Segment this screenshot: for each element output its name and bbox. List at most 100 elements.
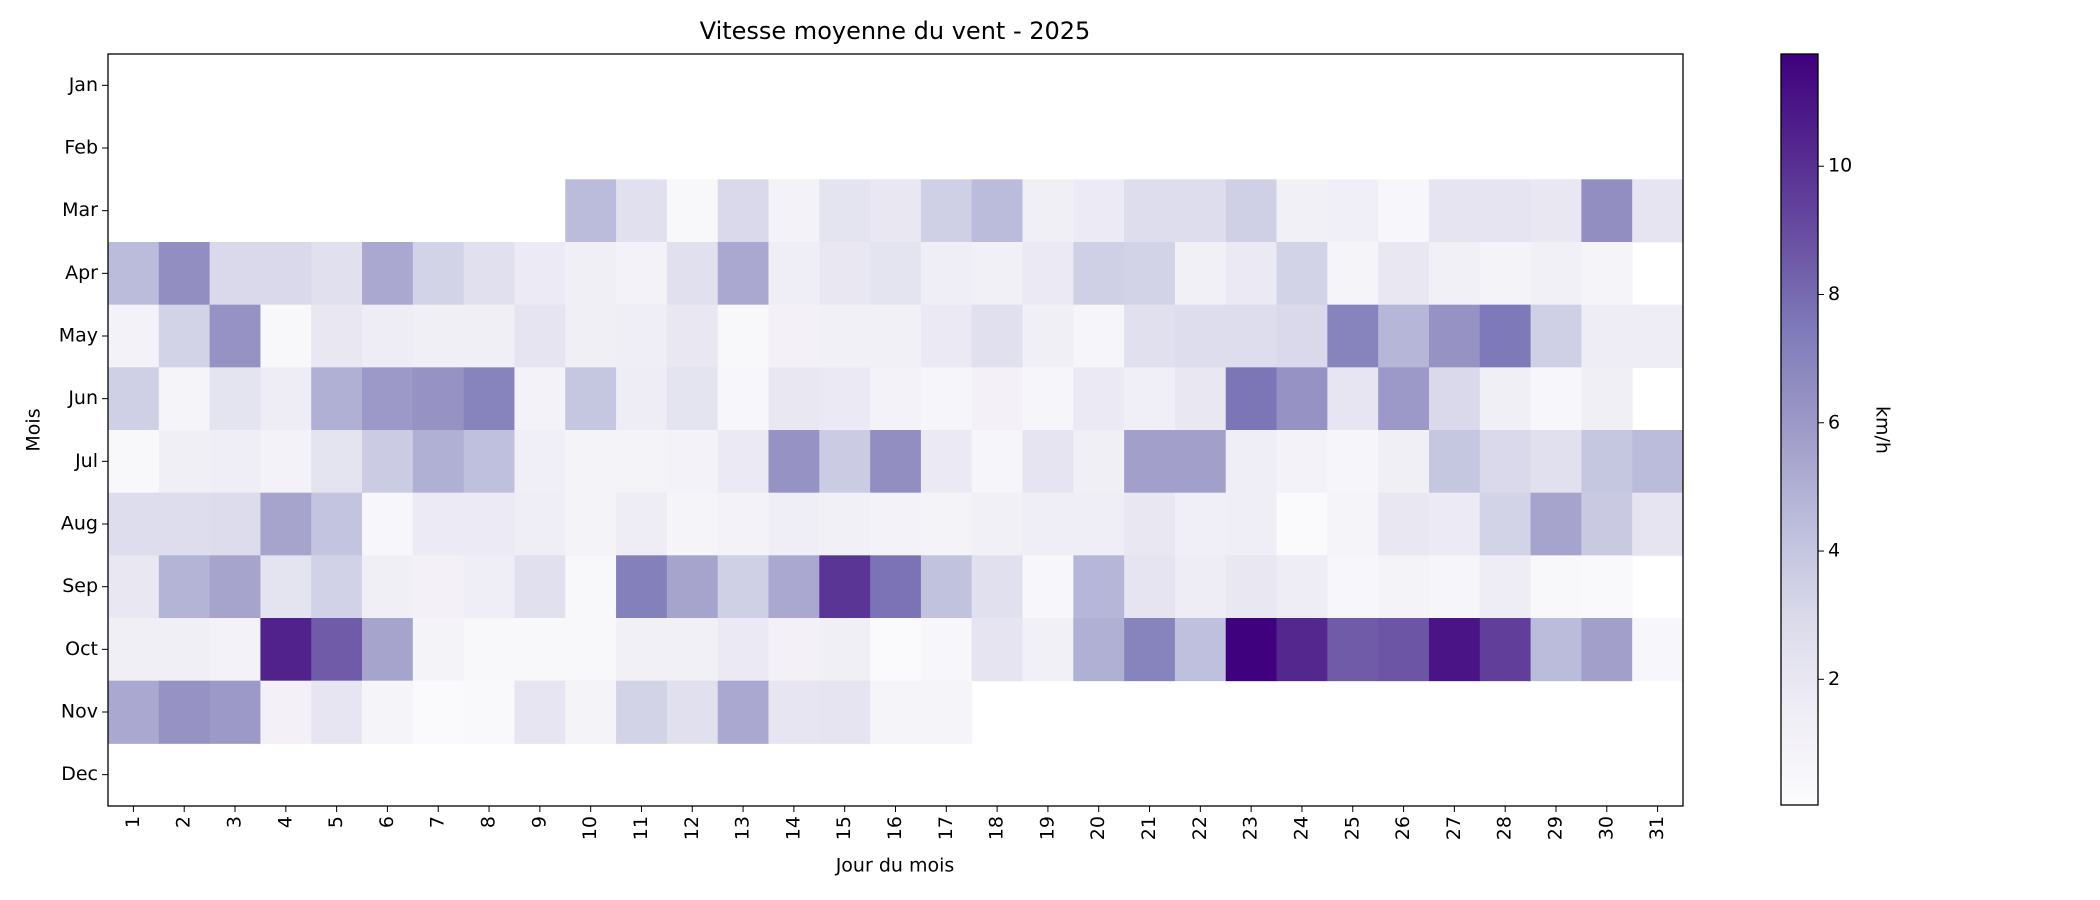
heatmap-cell — [260, 555, 312, 619]
heatmap-cell — [717, 242, 769, 306]
heatmap-cell — [108, 242, 160, 306]
y-tick-label: Oct — [65, 638, 98, 660]
heatmap-cell — [1073, 555, 1125, 619]
heatmap-cell — [1022, 430, 1074, 494]
heatmap-cell — [463, 680, 515, 744]
heatmap-cell — [1378, 304, 1430, 368]
heatmap-cell — [1581, 555, 1633, 619]
heatmap-cell — [1276, 179, 1328, 243]
heatmap-cell — [260, 304, 312, 368]
heatmap-cell — [870, 242, 922, 306]
x-tick-label: 3 — [224, 816, 246, 828]
heatmap-cell — [920, 680, 973, 744]
heatmap-cell — [1530, 555, 1582, 619]
heatmap-cell — [971, 304, 1024, 368]
heatmap-cell — [1581, 430, 1633, 494]
heatmap-cell — [565, 680, 617, 744]
heatmap-cell — [666, 618, 719, 682]
heatmap-cell — [870, 179, 922, 243]
heatmap-cell — [209, 492, 261, 556]
heatmap-cell — [158, 430, 211, 494]
heatmap-cell — [1530, 367, 1582, 431]
heatmap-cell — [412, 242, 465, 306]
heatmap-cell — [1327, 618, 1379, 682]
heatmap-cell — [870, 618, 922, 682]
heatmap-cell — [1378, 618, 1430, 682]
heatmap-cell — [1378, 555, 1430, 619]
heatmap-cell — [209, 618, 261, 682]
heatmap-cell — [1276, 430, 1328, 494]
heatmap-cell — [1225, 242, 1278, 306]
heatmap-cell — [616, 492, 668, 556]
heatmap-cell — [819, 618, 871, 682]
heatmap-cell — [260, 367, 312, 431]
heatmap-cell — [920, 430, 973, 494]
heatmap-cell — [362, 242, 414, 306]
x-tick-label: 20 — [1087, 816, 1109, 840]
heatmap-cell — [1581, 492, 1633, 556]
heatmap-cell — [1124, 179, 1176, 243]
x-tick-label: 1 — [122, 816, 144, 828]
x-tick-label: 6 — [376, 816, 398, 828]
heatmap-cell — [1225, 179, 1278, 243]
y-tick-label: Mar — [62, 199, 98, 221]
heatmap-cell — [971, 179, 1024, 243]
heatmap-cell — [1479, 304, 1532, 368]
heatmap-cell — [768, 555, 820, 619]
heatmap-cell — [1174, 618, 1227, 682]
heatmap-cell — [1428, 367, 1481, 431]
heatmap-cell — [514, 304, 566, 368]
heatmap-cell — [108, 555, 160, 619]
heatmap-cell — [158, 242, 211, 306]
x-tick-label: 7 — [427, 816, 449, 828]
heatmap-cell — [362, 492, 414, 556]
heatmap-cell — [1124, 242, 1176, 306]
heatmap-cell — [1530, 618, 1582, 682]
x-tick-label: 29 — [1544, 816, 1566, 840]
heatmap-cell — [768, 680, 820, 744]
heatmap-cell — [1174, 367, 1227, 431]
heatmap-cell — [1378, 430, 1430, 494]
heatmap-cell — [1225, 618, 1278, 682]
heatmap-cell — [1124, 555, 1176, 619]
heatmap-cell — [412, 367, 465, 431]
heatmap-cell — [1174, 430, 1227, 494]
heatmap-cell — [1378, 179, 1430, 243]
heatmap-cell — [717, 304, 769, 368]
heatmap-cell — [1124, 430, 1176, 494]
heatmap-cell — [412, 680, 465, 744]
heatmap-cell — [1479, 367, 1532, 431]
heatmap-cell — [463, 618, 515, 682]
heatmap-cell — [1479, 242, 1532, 306]
heatmap-cell — [870, 492, 922, 556]
heatmap-cell — [666, 367, 719, 431]
heatmap-cell — [1174, 242, 1227, 306]
heatmap-cell — [1479, 430, 1532, 494]
heatmap-cell — [1022, 492, 1074, 556]
x-tick-label: 10 — [579, 816, 601, 840]
heatmap-cell — [1378, 367, 1430, 431]
heatmap-cell — [1174, 304, 1227, 368]
y-tick-label: Dec — [61, 763, 98, 785]
heatmap-cell — [1428, 179, 1481, 243]
heatmap-cell — [463, 242, 515, 306]
x-axis-label: Jour du mois — [835, 855, 955, 877]
heatmap-cell — [819, 179, 871, 243]
heatmap-cell — [768, 367, 820, 431]
heatmap-cell — [260, 430, 312, 494]
heatmap-cell — [514, 618, 566, 682]
heatmap-cell — [514, 242, 566, 306]
x-tick-label: 31 — [1646, 816, 1668, 840]
y-tick-label: Sep — [62, 575, 98, 597]
heatmap-cell — [819, 242, 871, 306]
heatmap-cell — [1479, 492, 1532, 556]
heatmap-cell — [565, 242, 617, 306]
heatmap-cell — [158, 304, 211, 368]
x-tick-label: 26 — [1392, 816, 1414, 840]
heatmap-cell — [666, 242, 719, 306]
heatmap-cell — [311, 304, 363, 368]
heatmap-cell — [412, 430, 465, 494]
heatmap-cell — [1073, 367, 1125, 431]
heatmap-cell — [1225, 555, 1278, 619]
x-tick-label: 4 — [274, 816, 296, 828]
